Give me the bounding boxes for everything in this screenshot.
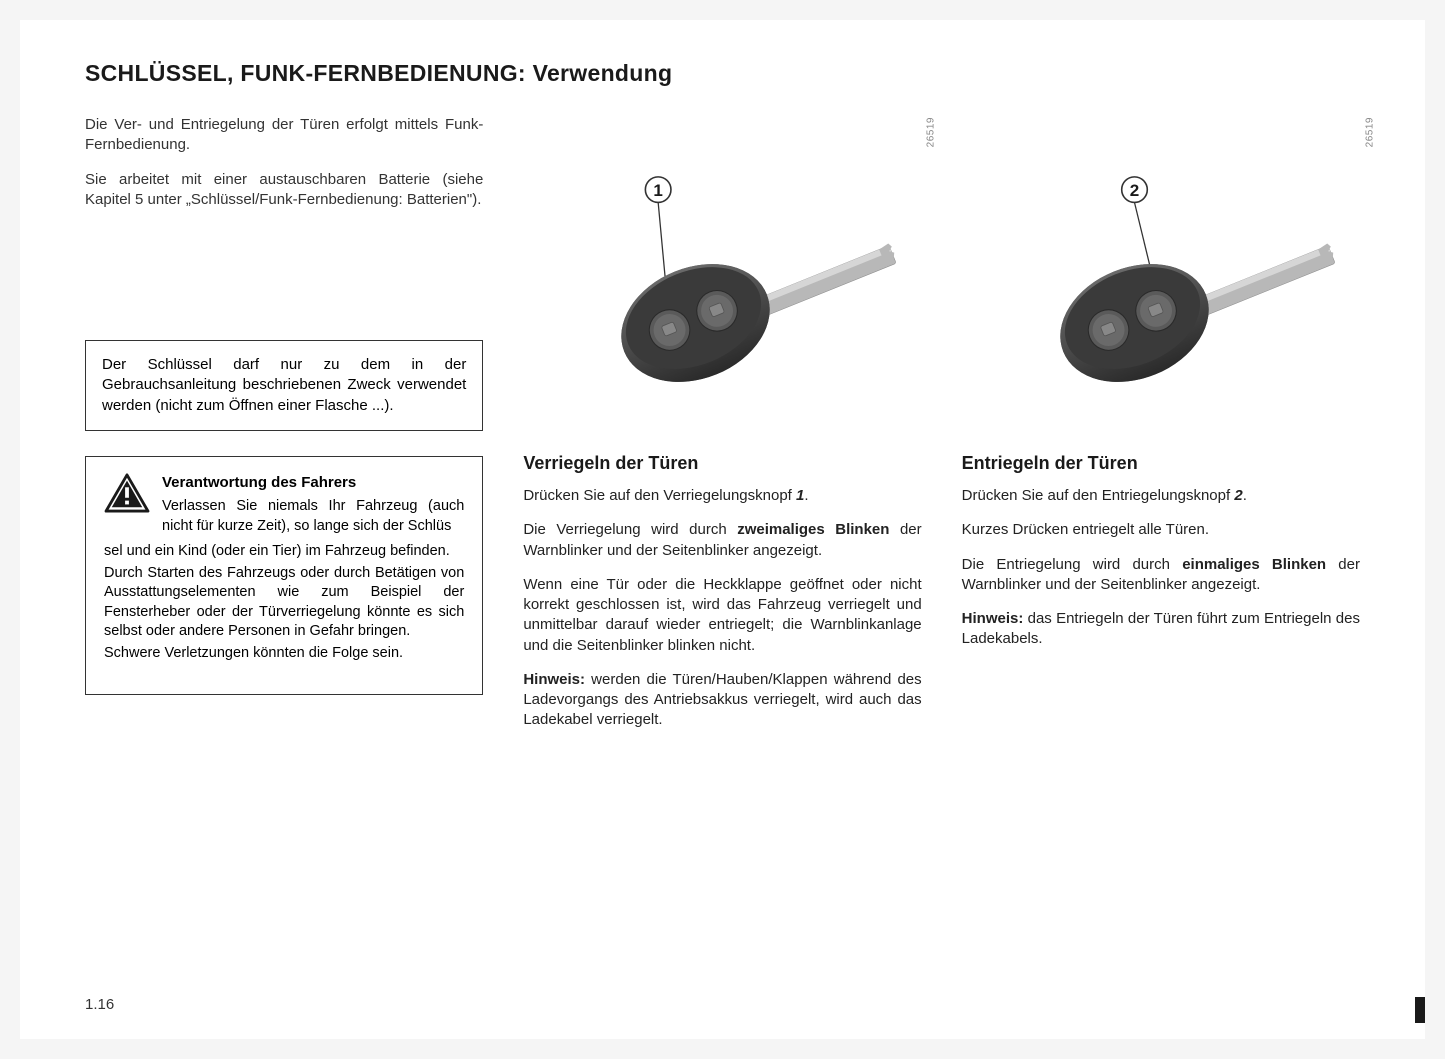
safety-title: Verantwortung des Fahrers [162, 473, 464, 493]
image-ref-2: 26519 [1364, 117, 1375, 147]
intro-text-2: Sie arbeitet mit einer austauschbaren Ba… [85, 170, 483, 211]
page-number: 1.16 [85, 996, 114, 1013]
tab-mark [1415, 997, 1425, 1023]
column-1: Die Ver- und Entriegelung der Türen erfo… [85, 115, 483, 745]
info-box-text: Der Schlüssel darf nur zu dem in der Geb… [102, 356, 466, 414]
unlock-p2: Kurzes Drücken entriegelt alle Türen. [962, 520, 1360, 540]
callout-1-label: 1 [654, 181, 663, 200]
safety-para3: Schwere Verletzungen könnten die Folge s… [104, 644, 464, 664]
lock-p4: Hinweis: werden die Türen/Hauben/Klappen… [523, 670, 921, 731]
safety-line1: Verlassen Sie niemals Ihr Fahrzeug (auch… [162, 497, 464, 536]
lock-p1: Drücken Sie auf den Verriegelungsknopf 1… [523, 486, 921, 506]
column-2: 26519 1 [523, 115, 921, 745]
safety-para2: Durch Starten des Fahrzeugs oder durch B… [104, 564, 464, 642]
safety-body: sel und ein Kind (oder ein Tier) im Fahr… [104, 542, 464, 562]
image-ref-1: 26519 [926, 117, 937, 147]
safety-box: Verantwortung des Fahrers Verlassen Sie … [85, 456, 483, 695]
intro-text-1: Die Ver- und Entriegelung der Türen erfo… [85, 115, 483, 156]
callout-2-label: 2 [1129, 181, 1138, 200]
page: SCHLÜSSEL, FUNK-FERNBEDIENUNG: Verwendun… [20, 20, 1425, 1039]
key-figure-1: 26519 1 [523, 115, 921, 435]
unlock-p4: Hinweis: das Entriegeln der Türen führt … [962, 609, 1360, 650]
usage-info-box: Der Schlüssel darf nur zu dem in der Geb… [85, 340, 483, 431]
key-illustration-2: 2 [962, 115, 1360, 435]
safety-header-text: Verantwortung des Fahrers Verlassen Sie … [162, 473, 464, 536]
column-3: 26519 2 [962, 115, 1360, 745]
warning-icon [104, 473, 150, 513]
unlock-p3: Die Entriegelung wird durch einmaliges B… [962, 555, 1360, 596]
safety-line1-cont: sel und ein Kind (oder ein Tier) im Fahr… [104, 543, 450, 559]
key-illustration-1: 1 [523, 115, 921, 435]
lock-heading: Verriegeln der Türen [523, 453, 921, 474]
key-figure-2: 26519 2 [962, 115, 1360, 435]
unlock-heading: Entriegeln der Türen [962, 453, 1360, 474]
columns: Die Ver- und Entriegelung der Türen erfo… [85, 115, 1360, 745]
lock-p2: Die Verriegelung wird durch zweimaliges … [523, 520, 921, 561]
safety-header: Verantwortung des Fahrers Verlassen Sie … [104, 473, 464, 536]
unlock-p1: Drücken Sie auf den Entriegelungsknopf 2… [962, 486, 1360, 506]
lock-p3: Wenn eine Tür oder die Heckklappe geöffn… [523, 575, 921, 656]
page-title: SCHLÜSSEL, FUNK-FERNBEDIENUNG: Verwendun… [85, 60, 1360, 87]
